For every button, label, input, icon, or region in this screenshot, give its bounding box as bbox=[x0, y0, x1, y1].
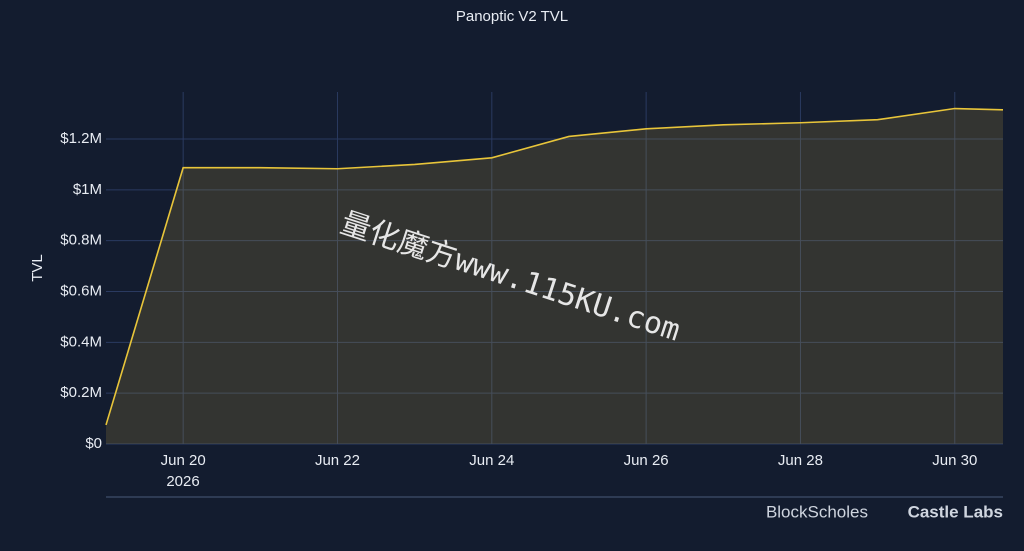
footer-logo: Castle Labs bbox=[908, 502, 1003, 521]
x-tick-label: Jun 26 bbox=[624, 452, 669, 469]
x-tick-label: Jun 30 bbox=[932, 452, 977, 469]
y-tick-label: $0 bbox=[85, 435, 102, 452]
y-tick-label: $1.2M bbox=[60, 130, 102, 147]
y-axis-label: TVL bbox=[29, 254, 46, 282]
y-tick-label: $0.8M bbox=[60, 232, 102, 249]
footer-logo: BlockScholes bbox=[766, 502, 868, 521]
area-fill bbox=[106, 108, 1003, 444]
y-tick-label: $0.2M bbox=[60, 384, 102, 401]
y-tick-label: $0.6M bbox=[60, 282, 102, 299]
chart-title: Panoptic V2 TVL bbox=[456, 8, 568, 25]
x-year-label: 2026 bbox=[166, 473, 199, 490]
x-tick-label: Jun 20 bbox=[161, 452, 206, 469]
x-tick-label: Jun 22 bbox=[315, 452, 360, 469]
x-tick-label: Jun 24 bbox=[469, 452, 514, 469]
area-line bbox=[105, 107, 1004, 426]
y-tick-label: $1M bbox=[73, 181, 102, 198]
y-tick-label: $0.4M bbox=[60, 333, 102, 350]
x-tick-label: Jun 28 bbox=[778, 452, 823, 469]
